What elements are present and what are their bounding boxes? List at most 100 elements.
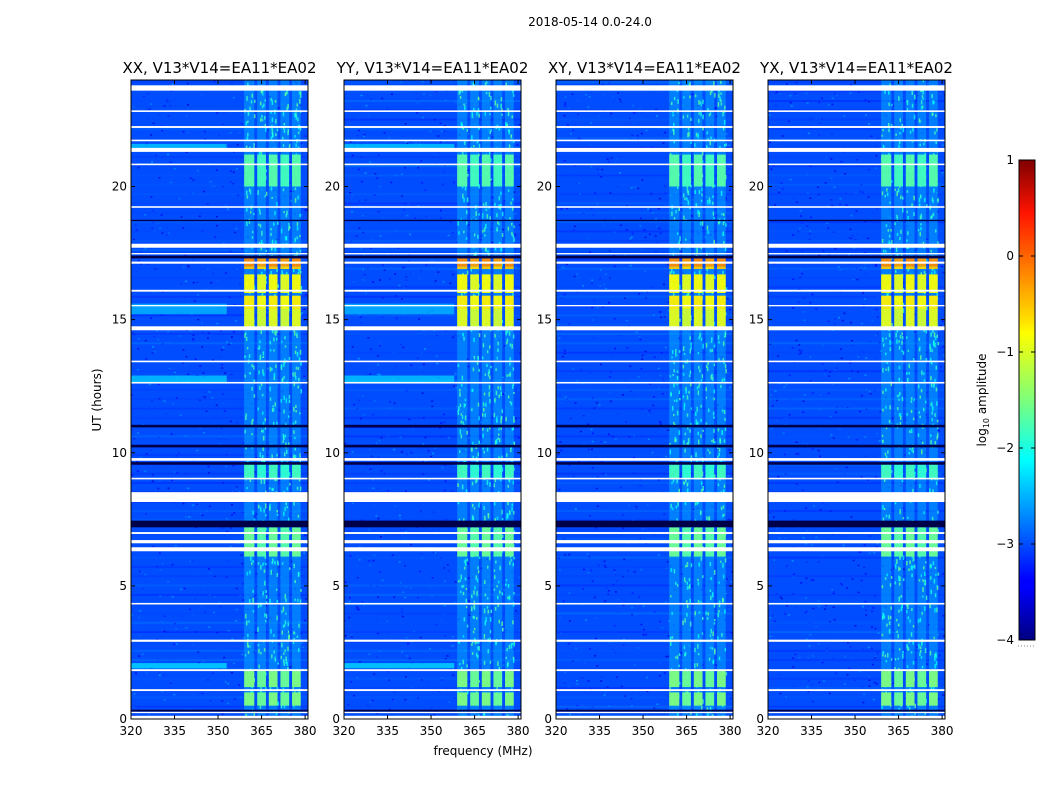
rfi-burst [906,692,915,705]
flag-gap [344,244,521,248]
flag-gap [131,492,308,502]
rfi-burst [917,309,926,328]
flag-gap [131,478,308,480]
rfi-burst [470,692,479,705]
flag-gap [768,140,945,142]
colorbar-label-amplitude: amplitude [975,354,989,418]
rfi-burst [929,309,938,328]
x-tick-label: 365 [887,724,910,738]
rfi-burst [929,671,938,687]
rfi-burst [482,266,491,269]
colorbar-tick-label: −4 [996,633,1014,647]
rfi-channels [244,80,302,722]
flag-gap [768,689,945,691]
x-tick-label: 350 [207,724,230,738]
y-axis-label: UT (hours) [90,368,104,431]
dark-row [344,445,521,448]
dark-row [344,521,521,528]
flag-gap [768,206,945,208]
rfi-burst [717,309,726,328]
rfi-burst [705,692,714,705]
y-tick-label: 15 [112,313,127,327]
panel-image [768,80,947,724]
rfi-burst [482,309,491,328]
flag-gap [131,603,308,605]
rfi-burst [257,463,266,479]
rfi-burst [894,309,903,328]
dark-row [556,521,733,528]
colorbar-label-subscript: 10 [982,418,991,428]
flag-gap [344,326,521,330]
rfi-burst [470,671,479,687]
flag-gap [344,382,521,384]
rfi-burst [493,692,502,705]
dark-row [131,462,308,465]
x-tick-label: 380 [931,724,954,738]
y-tick-label: 15 [325,313,340,327]
y-tick-label: 0 [332,712,340,726]
dark-row [556,445,733,448]
rfi-burst [470,463,479,479]
x-tick-label: 335 [376,724,399,738]
flag-gap [131,712,308,713]
rfi-burst [493,266,502,269]
flag-gap [131,126,308,128]
rfi-burst [470,296,479,309]
dark-row [344,256,521,259]
rfi-burst [694,155,703,187]
flag-gap [556,547,733,551]
rfi-burst [906,266,915,269]
dark-row [344,462,521,465]
rfi-burst [929,692,938,705]
rfi-burst [694,692,703,705]
rfi-burst [705,296,714,309]
flag-gap [344,689,521,691]
flag-gap [768,669,945,671]
flag-gap [768,326,945,330]
rfi-burst [482,296,491,309]
flag-gap [768,382,945,384]
panel-title: YX, V13*V14=EA11*EA02 [759,59,953,77]
dark-row [556,462,733,465]
colorbar-tick-label: 1 [1006,153,1014,167]
leak-band [131,663,227,668]
y-tick-label: 10 [112,446,127,460]
flag-gap [344,290,521,292]
y-tick-label: 5 [332,579,340,593]
rfi-burst [717,266,726,269]
flag-gap [768,244,945,248]
flag-gap [344,603,521,605]
x-tick-label: 320 [545,724,568,738]
flag-gap [768,290,945,292]
rfi-burst [280,692,289,705]
dark-row [131,256,308,259]
flag-gap [768,85,945,90]
leak-band [344,663,454,668]
rfi-burst [717,692,726,705]
rfi-burst [881,671,891,687]
rfi-burst [694,266,703,269]
flag-gap [344,85,521,90]
rfi-burst [505,155,514,187]
flag-gap [131,640,308,642]
colorbar-label: log10 amplitude [975,354,991,447]
rfi-burst [705,671,714,687]
dark-row [344,710,521,712]
rfi-burst [457,266,467,269]
rfi-burst [505,266,514,269]
dark-row [768,445,945,448]
flag-gap [131,244,308,248]
flag-gap [344,478,521,480]
panel-image [344,80,523,721]
flag-gap [344,206,521,208]
rfi-burst [694,309,703,328]
flag-gap [131,326,308,330]
rfi-burst [292,296,301,309]
colorbar-tick-label: −3 [996,537,1014,551]
colorbar-label-log: log [975,428,989,446]
rfi-burst [280,309,289,328]
rfi-burst [244,155,254,187]
rfi-burst [917,692,926,705]
